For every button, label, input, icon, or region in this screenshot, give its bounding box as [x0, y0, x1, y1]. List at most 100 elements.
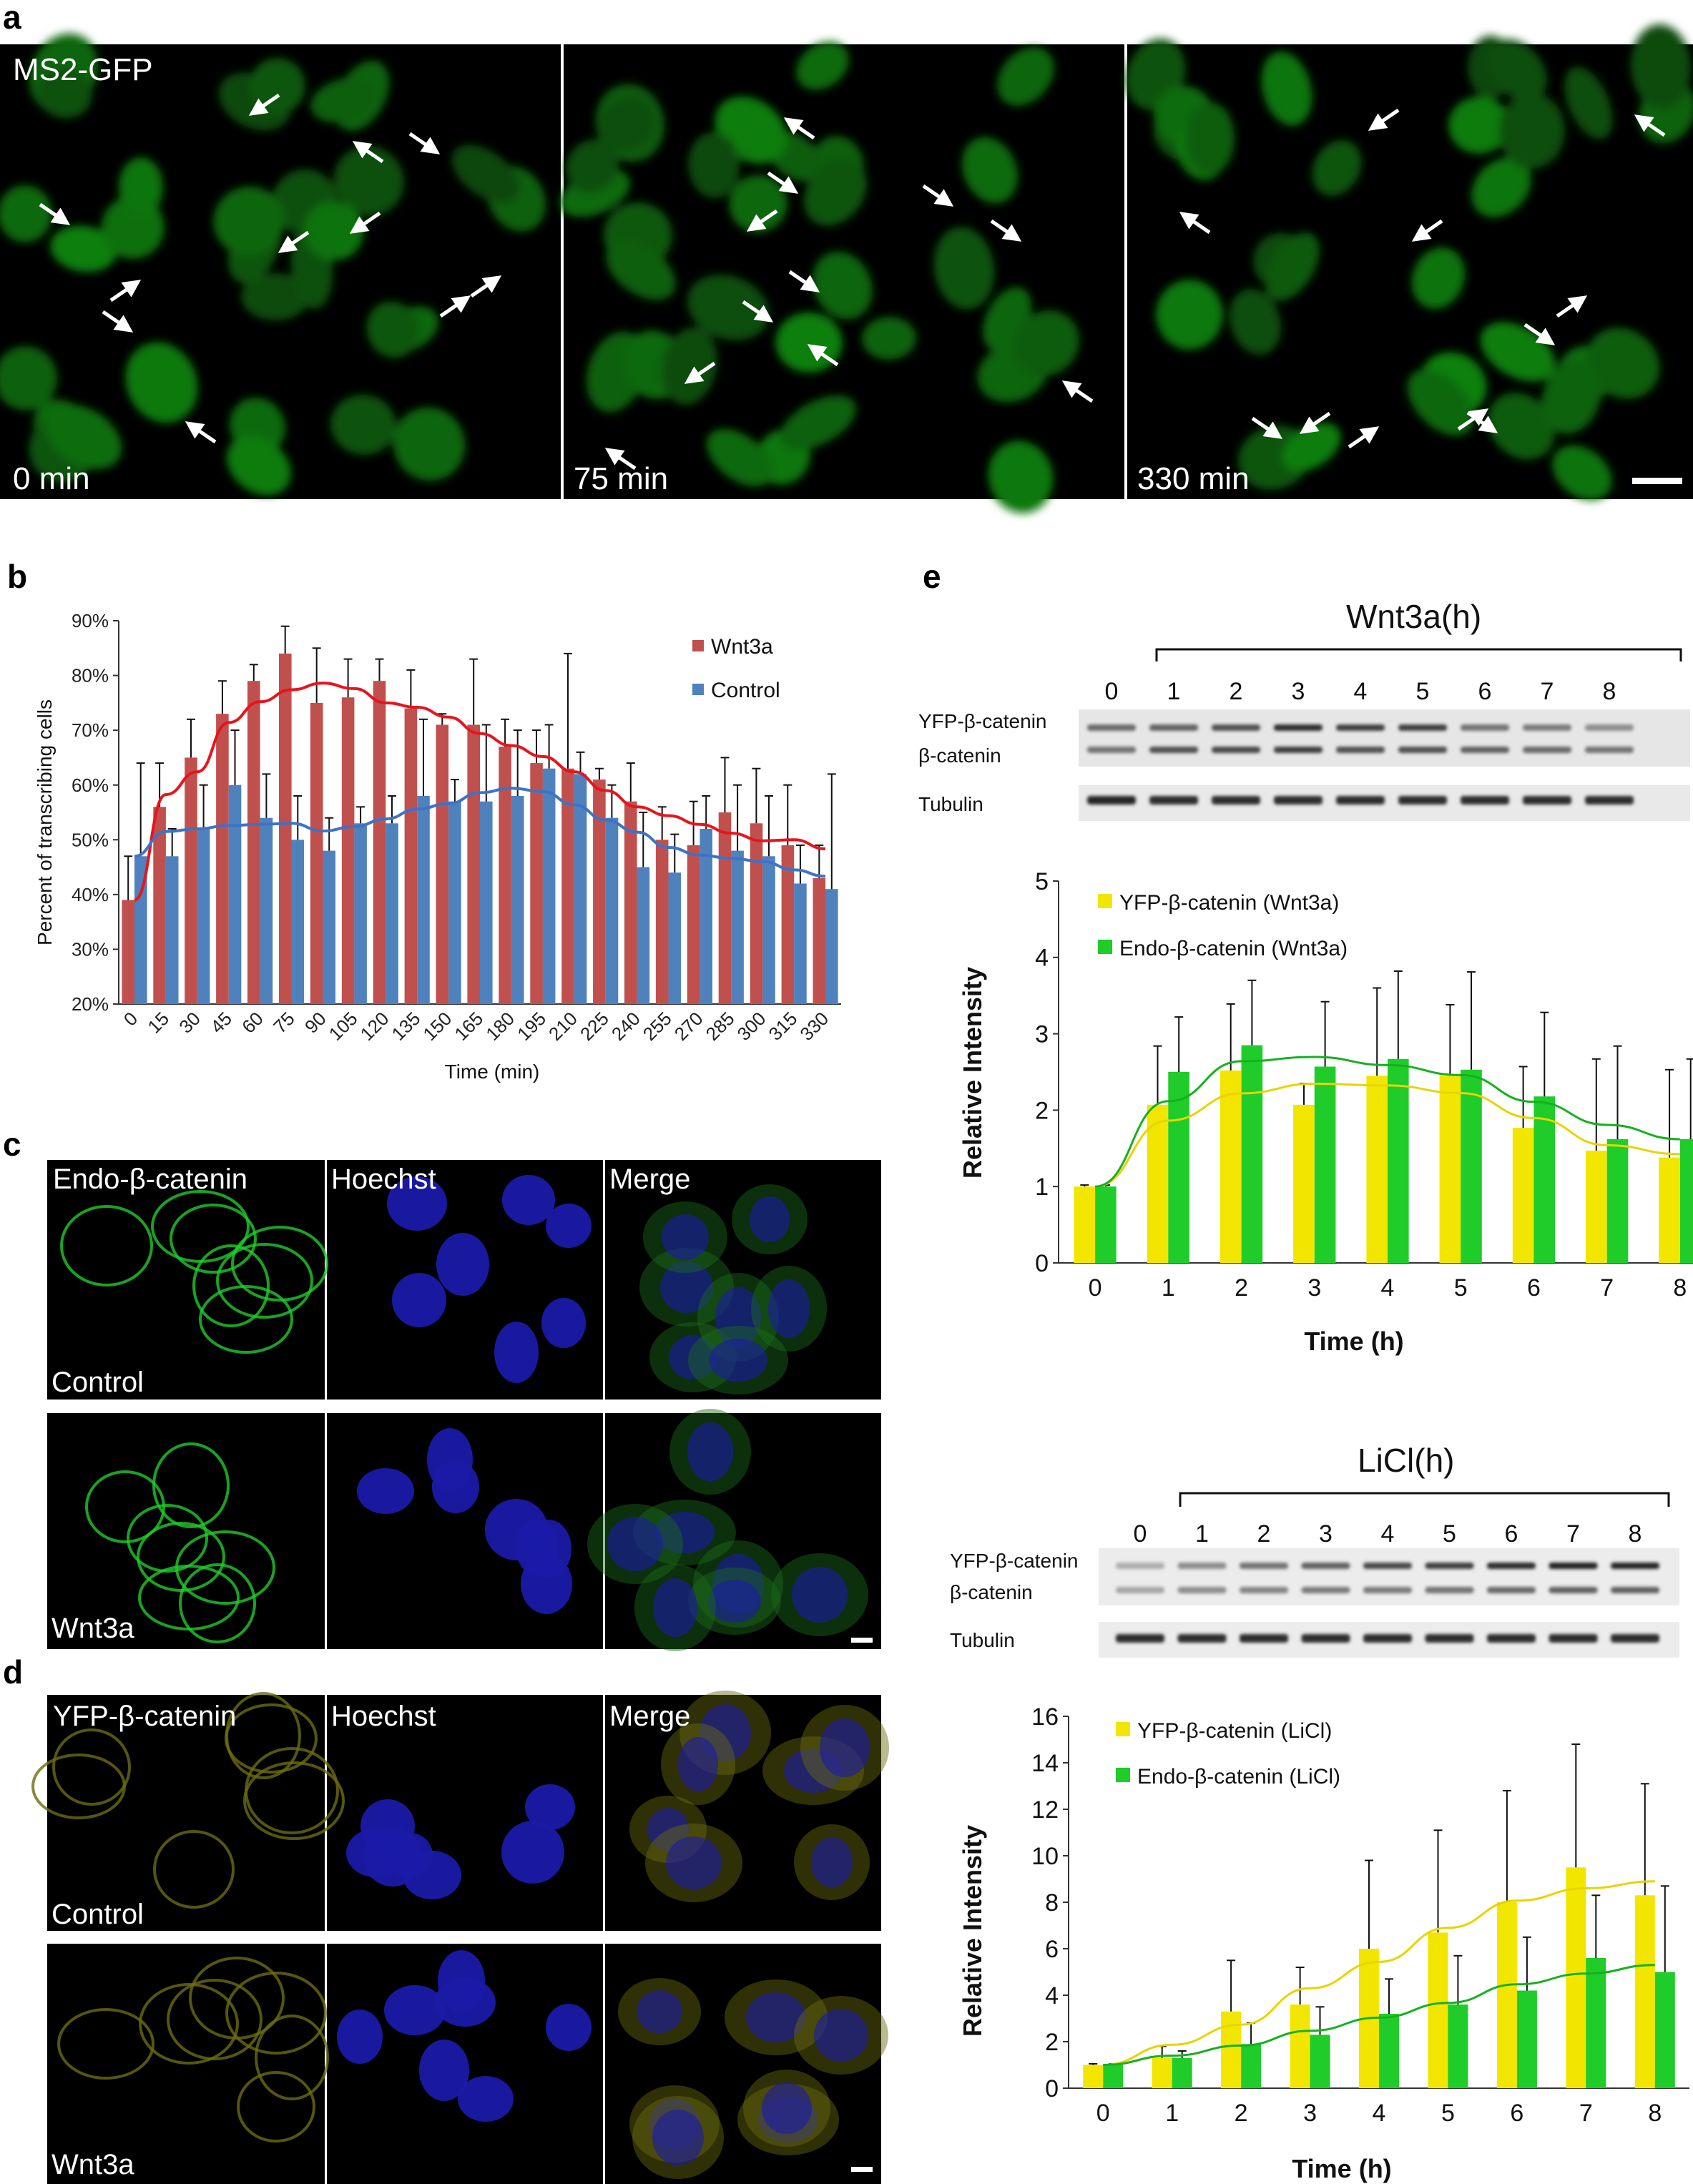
- y-tick-label: 8: [1045, 1889, 1059, 1917]
- bar: [794, 883, 807, 1004]
- bar: [291, 840, 305, 1004]
- bar: [624, 801, 637, 1004]
- nucleus: [988, 441, 1054, 513]
- cell-nucleus: [792, 1567, 848, 1623]
- bar: [1606, 1139, 1629, 1263]
- nucleus: [1407, 369, 1474, 436]
- bar: [593, 779, 606, 1004]
- bar: [448, 801, 461, 1004]
- legend-label-control: Control: [711, 679, 780, 702]
- time-label-0min: 0 min: [13, 461, 90, 496]
- x-tick-label: 180: [481, 1008, 519, 1045]
- col-title-endo-beta-catenin: Endo-β-catenin: [53, 1164, 247, 1195]
- nucleus: [0, 346, 58, 410]
- legend-swatch-wnt3a: [692, 640, 704, 651]
- x-tick-label: 165: [450, 1008, 487, 1045]
- y-tick-label: 10: [1031, 1843, 1059, 1870]
- blot-licl-title: LiCl(h): [1358, 1442, 1454, 1479]
- label-ms2-gfp: MS2-GFP: [13, 52, 153, 87]
- blot-lane-label: 3: [1292, 678, 1305, 705]
- nucleus: [50, 225, 117, 272]
- cell-membrane: [153, 1830, 235, 1909]
- nucleus: [565, 139, 619, 192]
- blot-licl-lane-labels: 0 1 2 3 4 5 6 7 8: [1134, 1520, 1642, 1548]
- blot-lane-label: 2: [1257, 1520, 1271, 1548]
- blot-band: [1425, 1587, 1474, 1593]
- x-tick-label: 105: [325, 1008, 362, 1045]
- blot-band: [1363, 1587, 1412, 1593]
- fit-curve: [134, 787, 826, 878]
- cell-nucleus: [419, 2040, 469, 2101]
- bar: [561, 768, 574, 1004]
- bar: [1147, 1104, 1169, 1263]
- blot-licl-bands: [1116, 1563, 1659, 1643]
- blot-band: [1149, 724, 1198, 731]
- blot-band: [1116, 1563, 1164, 1569]
- bar: [1654, 1972, 1675, 2088]
- arrow: [109, 280, 142, 302]
- y-tick-label: 0: [1045, 2075, 1059, 2102]
- x-tick-label: 300: [733, 1008, 770, 1045]
- panel-label-a: a: [3, 0, 21, 36]
- micrograph-d-control-yfp: [47, 1695, 325, 1931]
- x-tick-label: 5: [1454, 1274, 1468, 1302]
- cell-nucleus: [607, 1517, 663, 1571]
- bar: [1152, 2057, 1172, 2089]
- bar: [762, 856, 775, 1004]
- arrow: [278, 230, 310, 253]
- blot-band: [1425, 1563, 1474, 1569]
- nucleus: [451, 144, 520, 203]
- bar: [260, 817, 273, 1004]
- x-tick-label: 0: [1096, 2100, 1110, 2127]
- col-title-merge-d: Merge: [609, 1701, 690, 1732]
- cell-nucleus: [637, 1990, 682, 2033]
- chart-e-licl-xlabel: Time (h): [1292, 2154, 1391, 2183]
- blot-lane-label: 8: [1629, 1520, 1642, 1548]
- bar: [1461, 1069, 1482, 1263]
- x-tick-label: 2: [1235, 2100, 1248, 2127]
- chart-e-wnt3a-xlabel: Time (h): [1304, 1327, 1403, 1356]
- blot-band: [1487, 1563, 1536, 1569]
- cell-membrane: [237, 2071, 315, 2143]
- blot-band: [1461, 747, 1509, 753]
- blot-lane-label: 8: [1603, 678, 1616, 705]
- cell-nucleus: [652, 2110, 704, 2165]
- bar: [480, 801, 493, 1004]
- bar: [1516, 1990, 1537, 2088]
- nucleus: [125, 342, 198, 423]
- cell-nucleus: [654, 1512, 715, 1553]
- col-title-yfp-beta-catenin: YFP-β-catenin: [53, 1701, 236, 1732]
- cell-nucleus: [502, 1175, 555, 1225]
- nucleus: [36, 67, 92, 119]
- blot-lane-label: 4: [1354, 678, 1368, 705]
- nucleus: [1486, 39, 1548, 102]
- x-tick-label: 1: [1165, 2100, 1179, 2127]
- cell-nucleus: [708, 1580, 761, 1623]
- bar: [655, 840, 669, 1004]
- arrow: [746, 209, 778, 232]
- y-tick-label: 80%: [72, 665, 109, 687]
- y-tick-label: 2: [1045, 2029, 1059, 2056]
- blot-band: [1177, 1634, 1227, 1643]
- blot-band: [1149, 747, 1198, 753]
- bar: [1168, 1072, 1189, 1263]
- micrograph-c-control-endo: [47, 1160, 325, 1400]
- chart-b-ylabel: Percent of transcribing cells: [34, 699, 56, 945]
- cell-nucleus: [501, 1821, 564, 1884]
- nucleus: [606, 240, 676, 300]
- bar: [1439, 1076, 1461, 1263]
- bar: [1496, 1902, 1517, 2088]
- legend-swatch-endo-wnt3a: [1098, 940, 1112, 954]
- arrow: [1556, 295, 1588, 318]
- x-tick-label: 225: [576, 1008, 613, 1045]
- y-tick-label: 0: [1035, 1250, 1049, 1277]
- cell-nucleus: [647, 1808, 689, 1851]
- arrow: [788, 270, 820, 292]
- nucleus: [226, 436, 292, 496]
- nucleus: [330, 394, 396, 456]
- x-tick-label: 1: [1162, 1274, 1175, 1302]
- bar: [813, 877, 826, 1004]
- bar: [1172, 2057, 1192, 2089]
- blot-band: [1585, 747, 1634, 753]
- arrow: [102, 310, 134, 333]
